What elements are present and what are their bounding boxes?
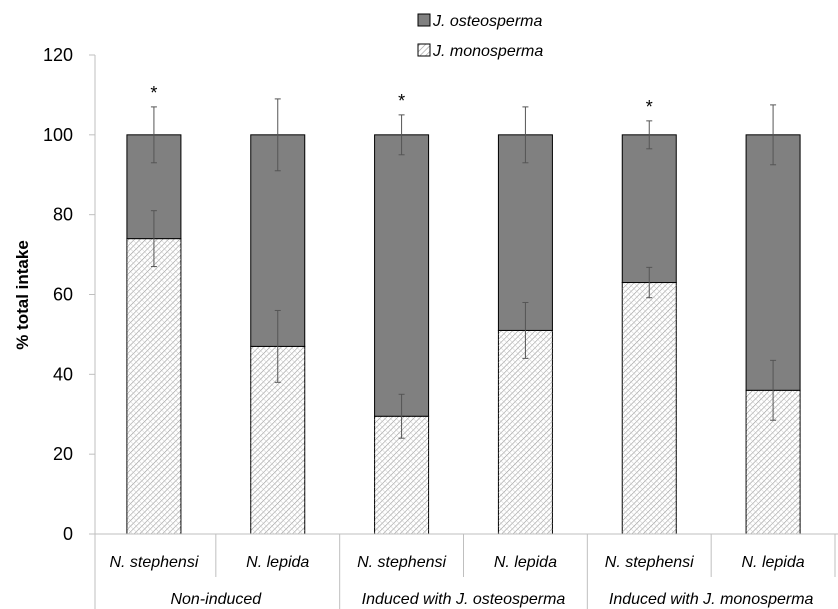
bar-j-monosperma-crosshatch: [126, 238, 181, 534]
legend-item: J. monosperma: [417, 43, 543, 60]
bar-j-osteosperma: [374, 134, 430, 417]
bar-stack: *: [374, 91, 430, 535]
x-axis: N. stephensi N. lepida N. stephensi N. lepi…: [94, 533, 838, 609]
y-tick-label: 20: [53, 444, 73, 464]
bar-j-monosperma-crosshatch: [498, 330, 553, 534]
bar-stack: [745, 104, 801, 535]
y-tick-label: 80: [53, 205, 73, 225]
y-tick-label: 60: [53, 285, 73, 305]
significance-marker: *: [150, 83, 157, 103]
bar-stack: *: [126, 83, 182, 535]
legend-swatch: [417, 13, 431, 27]
y-tick-label: 100: [43, 125, 73, 145]
x-category-label: N. stephensi: [605, 554, 694, 571]
legend-label: J. osteosperma: [432, 13, 542, 30]
x-category-label: N. lepida: [494, 554, 557, 571]
bar-j-osteosperma: [497, 134, 553, 331]
x-group-label: Induced with J. monosperma: [609, 591, 814, 608]
significance-marker: *: [646, 97, 653, 117]
legend-label: J. monosperma: [432, 43, 543, 60]
y-axis: 0 20 40 60 80 100 120: [43, 45, 96, 544]
y-axis-title: % total intake: [13, 240, 32, 350]
legend-swatch: [417, 43, 431, 57]
x-group-label: Induced with J. osteosperma: [362, 591, 566, 608]
x-category-label: N. stephensi: [357, 554, 446, 571]
legend-item: J. osteosperma: [417, 13, 542, 30]
y-tick-label: 0: [63, 524, 73, 544]
bar-stack: [497, 106, 553, 535]
bar-j-monosperma-crosshatch: [622, 282, 677, 534]
x-category-label: N. lepida: [742, 554, 805, 571]
x-category-label: N. lepida: [246, 554, 309, 571]
significance-marker: *: [398, 91, 405, 111]
legend: J. osteosperma J. monosperma: [417, 13, 543, 60]
x-category-label: N. stephensi: [109, 554, 198, 571]
bar-j-osteosperma: [621, 134, 677, 284]
y-tick-label: 120: [43, 45, 73, 65]
bar-stack: [250, 98, 306, 535]
bars: * * *: [126, 83, 801, 535]
bar-stack: *: [621, 97, 677, 535]
x-group-label: Non-induced: [170, 591, 262, 608]
y-tick-label: 40: [53, 364, 73, 384]
bar-j-osteosperma: [745, 134, 801, 391]
